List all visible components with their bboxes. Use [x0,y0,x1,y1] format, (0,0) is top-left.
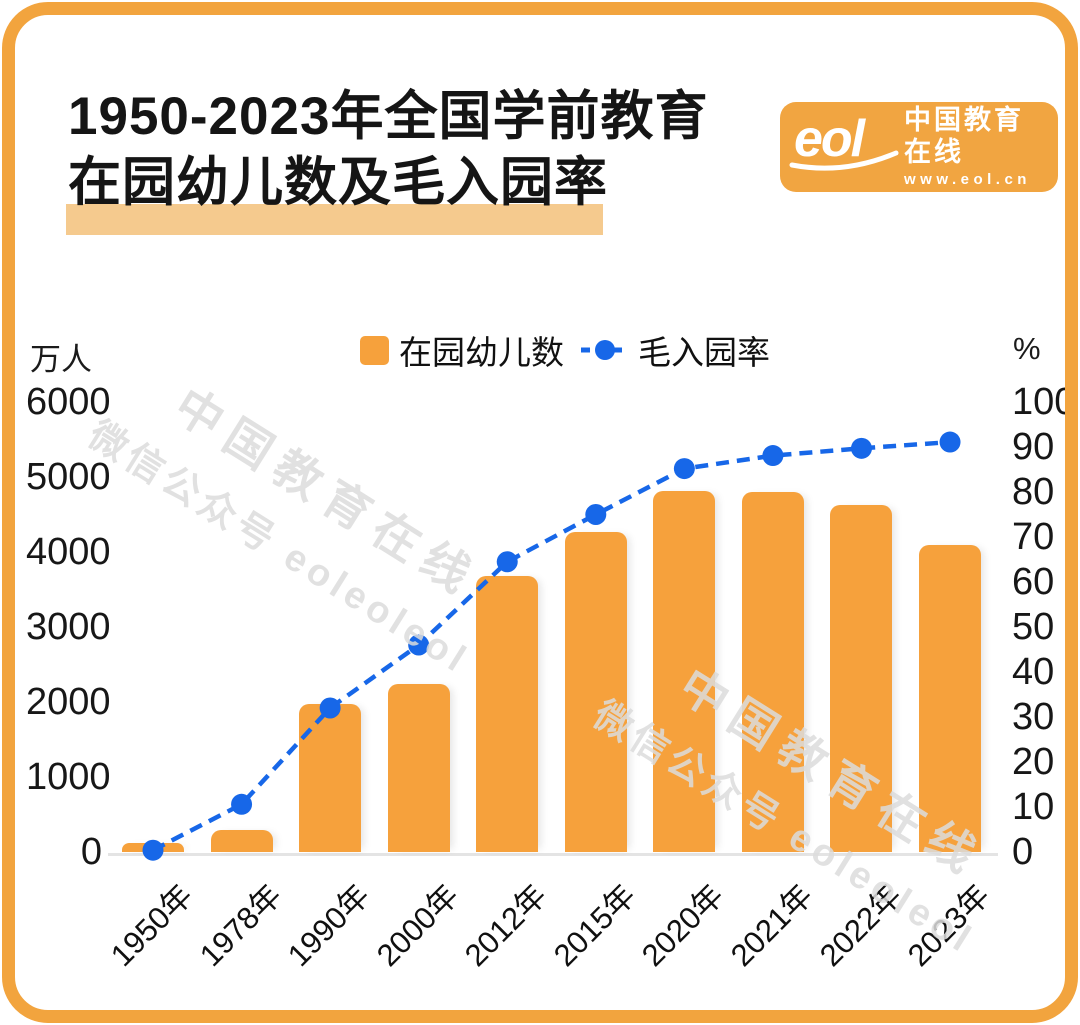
left-axis-tick-label: 1000 [26,756,111,798]
bar-series-swatch-icon [360,335,389,365]
right-axis-tick-label: 90 [1012,426,1055,468]
bar-2021年 [741,491,804,852]
bar-2015年 [564,532,627,852]
line-point-2015年 [585,504,607,525]
legend-label-line: 毛入园率 [638,334,770,371]
line-point-2012年 [496,551,518,573]
x-axis-baseline [108,853,998,856]
bar-2020年 [653,490,716,852]
line-series-symbol-icon [580,338,630,362]
bar-2000年 [387,683,450,852]
legend-label-bars: 在园幼儿数 [399,334,564,371]
right-axis-tick-label: 20 [1012,741,1055,783]
logo-url: www.eol.cn [904,171,1031,188]
enrollment-rate-path [151,439,951,853]
left-axis-tick-label: 6000 [26,381,111,423]
line-point-1950年 [142,839,164,861]
left-axis-tick-label: 0 [80,831,102,873]
right-axis-tick-label: 40 [1012,651,1055,693]
chart-legend: 在园幼儿数 毛入园率 [360,331,770,371]
eol-wordmark-icon: eol [789,109,899,185]
title-line-1: 1950-2023年全国学前教育 [68,87,709,146]
right-axis-tick-label: 100 [1012,381,1076,423]
right-axis-tick-label: 10 [1012,786,1055,828]
bar-2022年 [830,504,893,852]
page-title: 1950-2023年全国学前教育 在园幼儿数及毛入园率 [68,84,708,216]
left-axis-tick-label: 4000 [26,531,111,573]
bar-1978年 [210,830,273,852]
logo-company-name: 中国教育在线 [904,105,1024,167]
line-point-2023年 [939,431,961,453]
line-point-2000年 [408,634,430,656]
title-line-2: 在园幼儿数及毛入园率 [68,153,608,212]
left-axis-unit: 万人 [30,342,92,377]
logo-swoosh-icon [789,150,899,171]
eol-wordmark-text: eol [794,110,865,168]
right-axis-tick-label: 30 [1012,696,1055,738]
bar-2012年 [476,575,539,852]
right-axis-tick-label: 70 [1012,516,1055,558]
line-point-2022年 [850,437,872,459]
right-axis-unit: % [1013,331,1041,366]
right-axis-tick-label: 0 [1012,831,1034,873]
line-point-2020年 [673,458,695,480]
left-axis-tick-label: 5000 [26,456,111,498]
title-highlight-bar [66,204,603,235]
line-point-1990年 [319,697,341,719]
right-axis-tick-label: 80 [1012,471,1055,513]
line-point-2021年 [762,445,784,467]
left-axis-tick-label: 3000 [26,606,111,648]
right-axis-tick-label: 50 [1012,606,1055,648]
eol-logo: eol 中国教育在线 www.eol.cn [780,102,1058,192]
left-axis-tick-label: 2000 [26,681,111,723]
line-point-1978年 [231,793,253,815]
bar-2023年 [919,545,982,852]
right-axis-tick-label: 60 [1012,561,1055,603]
